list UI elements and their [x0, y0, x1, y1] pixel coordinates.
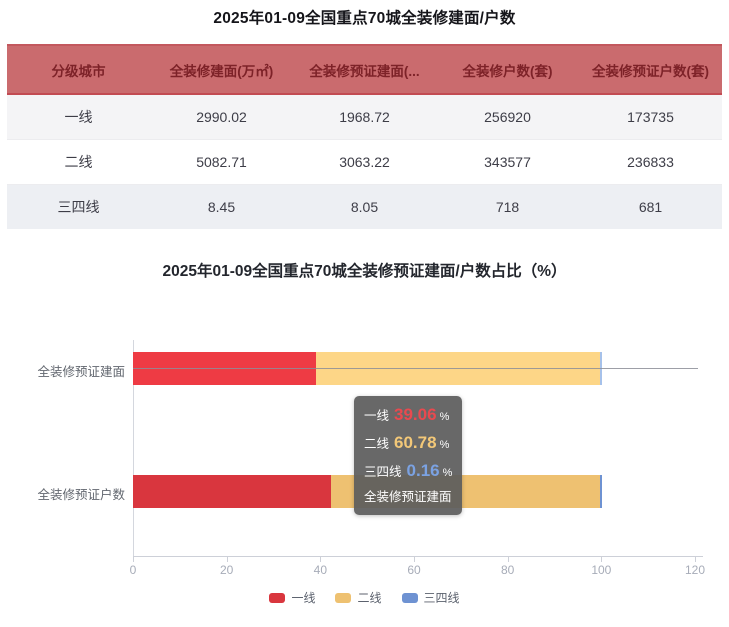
- tooltip-row: 一线 39.06 %: [364, 402, 452, 430]
- tooltip-label: 一线: [364, 409, 390, 423]
- cell-tier: 一线: [64, 109, 93, 125]
- table-row: 三四线 8.45 8.05 718 681: [7, 185, 722, 229]
- tooltip-label: 二线: [364, 437, 390, 451]
- bar-segment-三四线[interactable]: [600, 475, 602, 508]
- cell-units: 718: [495, 199, 520, 215]
- x-axis-tick: [695, 557, 696, 562]
- x-axis-tick-label: 0: [129, 563, 137, 577]
- tooltip-row: 二线 60.78 %: [364, 430, 452, 458]
- col-header-precert-units: 全装修预证户数(套): [592, 63, 709, 79]
- x-axis-tick: [133, 557, 134, 562]
- legend-item-tier1[interactable]: 一线: [269, 589, 315, 606]
- x-axis-tick-label: 40: [313, 563, 328, 577]
- cell-area: 2990.02: [196, 109, 247, 125]
- tooltip-value: 0.16: [406, 461, 440, 480]
- legend-item-tier2[interactable]: 二线: [335, 589, 382, 606]
- y-axis-line: [133, 340, 134, 557]
- table-row: 一线 2990.02 1968.72 256920 173735: [7, 95, 722, 139]
- cell-precert-units: 236833: [627, 154, 674, 170]
- legend-marker-tier2: [335, 592, 352, 603]
- cell-tier: 三四线: [57, 199, 100, 215]
- cell-units: 343577: [484, 154, 531, 170]
- legend-label-tier1: 一线: [291, 591, 316, 605]
- x-axis-tick-label: 80: [500, 563, 515, 577]
- cell-precert-units: 173735: [627, 109, 674, 125]
- tooltip-label: 三四线: [364, 465, 402, 479]
- legend-label-tier2: 二线: [357, 591, 382, 605]
- category-label-precert-area: 全装修预证建面: [37, 365, 125, 379]
- cell-precert-area: 3063.22: [339, 154, 390, 170]
- legend-label-tier34: 三四线: [423, 591, 460, 605]
- col-header-units: 全装修户数(套): [462, 63, 553, 79]
- legend-marker-tier1: [269, 592, 286, 603]
- tooltip-series-name: 全装修预证建面: [364, 490, 452, 504]
- chart-legend: 一线 二线 三四线: [0, 589, 729, 606]
- x-axis-tick: [507, 557, 509, 562]
- legend-marker-tier34: [401, 592, 418, 603]
- x-axis-tick: [320, 557, 322, 562]
- tooltip-value: 39.06: [394, 405, 437, 424]
- cell-precert-units: 681: [638, 199, 663, 215]
- cell-area: 5082.71: [196, 154, 247, 170]
- category-label-precert-units: 全装修预证户数: [37, 488, 125, 502]
- x-axis-tick-label: 120: [684, 563, 706, 577]
- tooltip-value: 60.78: [394, 433, 437, 452]
- tooltip-row: 三四线 0.16 %: [364, 458, 452, 486]
- table-header-row: 分级城市 全装修建面(万㎡) 全装修预证建面(... 全装修户数(套) 全装修预…: [7, 44, 722, 95]
- cell-units: 256920: [484, 109, 531, 125]
- col-header-precert-area: 全装修预证建面(...: [309, 63, 420, 79]
- x-axis-tick: [601, 557, 603, 562]
- tooltip-unit: %: [439, 439, 450, 451]
- summary-table: 分级城市 全装修建面(万㎡) 全装修预证建面(... 全装修户数(套) 全装修预…: [7, 44, 722, 229]
- table-row: 二线 5082.71 3063.22 343577 236833: [7, 139, 722, 185]
- axis-pointer-line: [133, 368, 698, 369]
- x-axis-tick: [414, 557, 415, 562]
- col-header-city-tier: 分级城市: [51, 63, 106, 79]
- tooltip-unit: %: [442, 467, 453, 479]
- chart-tooltip: 一线 39.06 % 二线 60.78 % 三四线 0.16 % 全装修预证建面: [354, 396, 463, 515]
- x-axis-tick-label: 60: [407, 563, 421, 577]
- bar-segment-一线[interactable]: [133, 475, 331, 508]
- chart-title: 2025年01-09全国重点70城全装修预证建面/户数占比（%）: [162, 263, 567, 280]
- x-axis-line: [133, 556, 703, 557]
- x-axis-tick: [226, 557, 228, 562]
- cell-precert-area: 8.05: [350, 199, 379, 215]
- tooltip-unit: %: [439, 411, 450, 423]
- x-axis-tick-label: 20: [219, 563, 234, 577]
- legend-item-tier34[interactable]: 三四线: [401, 589, 460, 606]
- x-axis-tick-label: 100: [591, 563, 612, 577]
- cell-tier: 二线: [64, 154, 93, 170]
- cell-precert-area: 1968.72: [339, 109, 390, 125]
- table-title: 2025年01-09全国重点70城全装修建面/户数: [213, 10, 516, 27]
- cell-area: 8.45: [207, 199, 236, 215]
- col-header-area: 全装修建面(万㎡): [169, 63, 274, 79]
